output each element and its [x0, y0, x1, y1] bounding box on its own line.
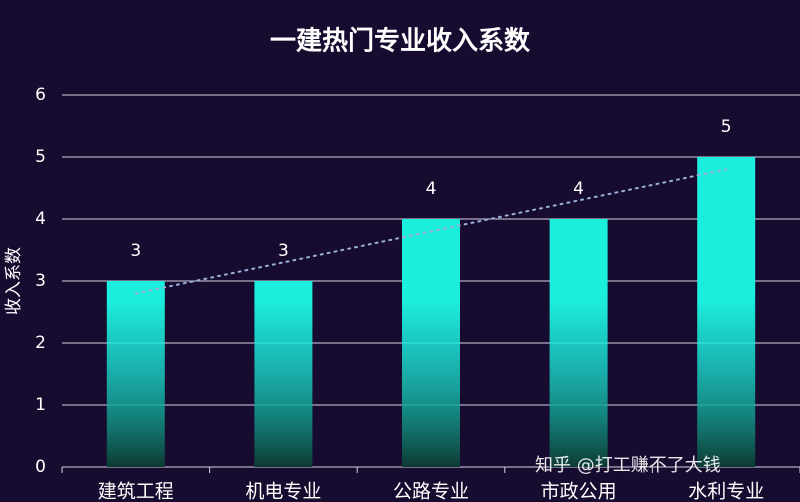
bar — [697, 157, 756, 467]
chart-title: 一建热门专业收入系数 — [270, 27, 531, 57]
value-label: 3 — [130, 241, 141, 261]
bar — [549, 219, 608, 467]
x-tick-label: 公路专业 — [393, 481, 469, 502]
y-tick-label: 4 — [35, 209, 46, 229]
y-tick-label: 0 — [35, 457, 46, 477]
value-label: 3 — [278, 241, 289, 261]
x-tick-label: 市政公用 — [541, 481, 617, 502]
x-tick-label: 建筑工程 — [98, 481, 174, 502]
y-tick-label: 5 — [35, 147, 46, 167]
watermark: 知乎 @打工赚不了大钱 — [535, 455, 721, 476]
bar — [254, 281, 313, 467]
y-axis-label: 收入系数 — [4, 247, 24, 315]
bar — [106, 281, 165, 467]
trend-line — [134, 168, 728, 295]
bar — [402, 219, 460, 467]
x-tick-label: 水利专业 — [688, 481, 764, 502]
y-tick-label: 6 — [35, 85, 46, 105]
y-tick-label: 2 — [35, 333, 46, 353]
value-label: 5 — [721, 117, 732, 137]
x-tick-label: 机电专业 — [245, 481, 321, 502]
value-label: 4 — [426, 179, 437, 199]
y-tick-label: 3 — [35, 271, 46, 291]
value-label: 4 — [573, 179, 584, 199]
y-tick-label: 1 — [35, 395, 46, 415]
